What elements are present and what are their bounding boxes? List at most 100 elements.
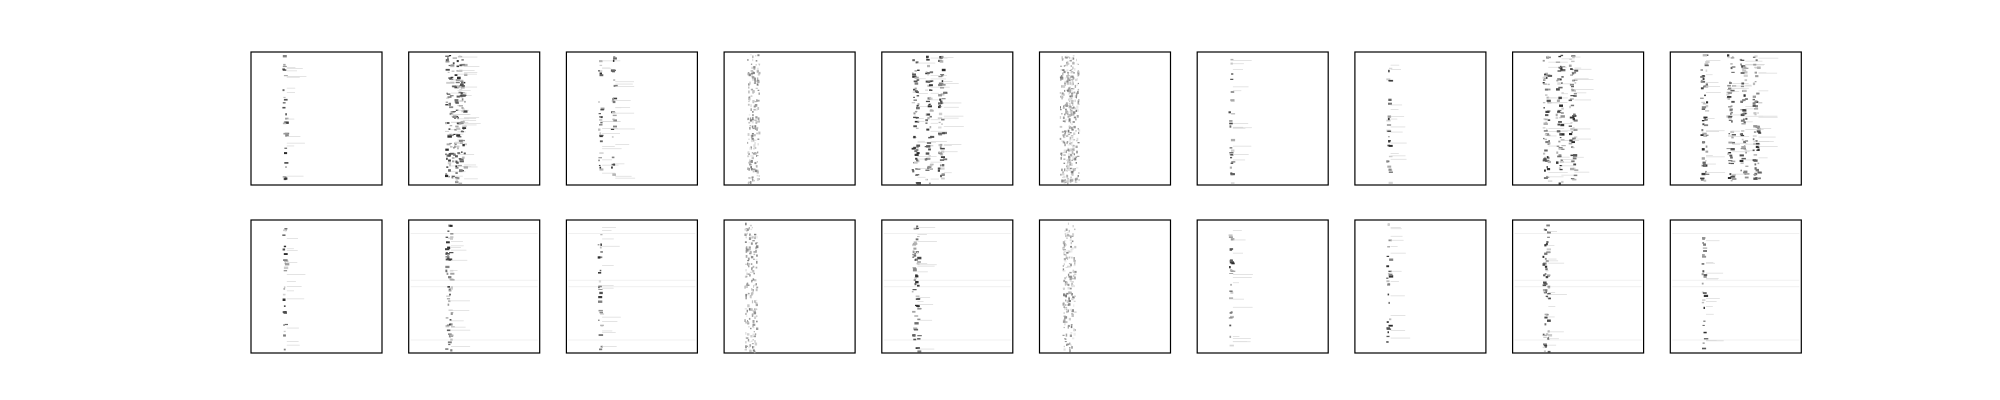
heatmap-cell	[1704, 118, 1707, 121]
heatmap-cell	[1069, 163, 1071, 166]
heatmap-cell	[746, 337, 749, 339]
heatmap-cell	[1070, 241, 1072, 245]
heatmap-cell	[1390, 104, 1403, 106]
heatmap-cell	[1561, 123, 1572, 124]
heatmap-cell	[1547, 56, 1551, 59]
heatmap-cell	[449, 293, 451, 296]
heatmap-cell	[927, 80, 931, 83]
heatmap-cell	[1705, 170, 1707, 174]
heatmap-cell	[285, 121, 289, 124]
heatmap-cell	[1232, 60, 1252, 61]
heatmap-cell	[1700, 178, 1704, 181]
heatmap-cell	[1062, 303, 1064, 306]
heatmap-cell	[1065, 307, 1068, 309]
heatmap-cell	[455, 81, 460, 84]
heatmap-cell	[1743, 94, 1746, 97]
heatmap-cell	[599, 119, 603, 121]
heatmap-cell	[1071, 159, 1073, 161]
heatmap-cell	[1728, 92, 1732, 94]
heatmap-cell	[744, 319, 746, 322]
heatmap-cell	[925, 119, 928, 122]
heatmap-cell	[455, 79, 460, 82]
heatmap-cell	[1073, 329, 1075, 332]
heatmap-cell	[1071, 309, 1074, 313]
heatmap-cell	[752, 309, 754, 312]
heatmap-cell	[913, 268, 917, 271]
heatmap-cell	[752, 170, 755, 173]
heatmap-cell	[751, 120, 754, 124]
heatmap-cell	[1390, 126, 1406, 128]
heatmap-cell	[1072, 145, 1075, 148]
heatmap-cell	[1758, 132, 1762, 134]
heatmap-cell	[1060, 173, 1062, 176]
heatmap-cell	[915, 298, 920, 300]
heatmap-cell	[1561, 76, 1564, 78]
heatmap-cell	[611, 156, 615, 159]
heatmap-cell	[446, 81, 451, 84]
heatmap-cell	[1703, 250, 1707, 252]
heatmap-cell	[917, 140, 925, 142]
heatmap-cell	[1063, 70, 1066, 74]
heatmap-cell	[1740, 148, 1744, 150]
heatmap-cell	[283, 286, 286, 289]
heatmap-cell	[1064, 250, 1067, 252]
heatmap-cell	[939, 56, 943, 59]
heatmap-cell	[1547, 74, 1553, 77]
heatmap-cell	[1390, 131, 1403, 133]
heatmap-cell	[1070, 76, 1072, 78]
heatmap-cell	[751, 72, 754, 75]
heatmap-cell	[1745, 159, 1755, 161]
heatmap-cell	[1569, 105, 1571, 109]
heatmap-cell	[282, 176, 287, 178]
heatmap-cell	[1390, 337, 1411, 339]
heatmap-cell	[1757, 171, 1762, 174]
heatmap-cell	[747, 151, 750, 154]
heatmap-cell	[1548, 262, 1565, 264]
heatmap-cell	[1059, 116, 1062, 119]
heatmap-cell	[753, 323, 756, 326]
heatmap-cell	[1706, 118, 1715, 119]
heatmap-cell	[1066, 180, 1069, 183]
heatmap-cell	[1732, 142, 1748, 144]
heatmap-cell	[1740, 100, 1743, 103]
heatmap-panel-r1-c4	[723, 51, 856, 186]
heatmap-cell	[602, 146, 615, 147]
heatmap-cell	[1574, 138, 1591, 140]
heatmap-cell	[1066, 61, 1068, 64]
heatmap-cell	[464, 123, 481, 124]
heatmap-cell	[457, 118, 470, 120]
heatmap-cell	[1754, 100, 1758, 103]
heatmap-cell	[1068, 263, 1071, 265]
heatmap-cell	[1574, 128, 1591, 130]
heatmap-cell	[600, 251, 603, 253]
heatmap-cell	[1386, 265, 1390, 268]
heatmap-cell	[914, 111, 917, 113]
panel-grid-line	[568, 233, 696, 234]
heatmap-cell	[1561, 159, 1574, 160]
heatmap-cell	[456, 95, 460, 98]
heatmap-cell	[1070, 71, 1073, 74]
heatmap-cell	[752, 240, 755, 242]
heatmap-cell	[940, 93, 945, 96]
heatmap-cell	[749, 54, 752, 56]
heatmap-cell	[925, 169, 930, 171]
heatmap-cell	[282, 298, 286, 301]
heatmap-cell	[749, 127, 751, 130]
heatmap-cell	[1071, 298, 1074, 301]
heatmap-cell	[748, 326, 750, 328]
heatmap-cell	[927, 84, 931, 87]
heatmap-cell	[1556, 145, 1560, 147]
heatmap-cell	[1065, 316, 1067, 319]
heatmap-cell	[286, 142, 305, 144]
heatmap-cell	[1570, 167, 1575, 171]
heatmap-cell	[1571, 55, 1576, 57]
heatmap-cell	[602, 330, 613, 332]
heatmap-cell	[1070, 153, 1073, 157]
heatmap-cell	[938, 112, 943, 116]
heatmap-cell	[1758, 146, 1778, 147]
heatmap-cell	[751, 133, 754, 135]
heatmap-cell	[1073, 106, 1075, 109]
heatmap-cell	[1063, 279, 1066, 283]
heatmap-cell	[1559, 104, 1563, 107]
heatmap-cell	[753, 331, 755, 333]
